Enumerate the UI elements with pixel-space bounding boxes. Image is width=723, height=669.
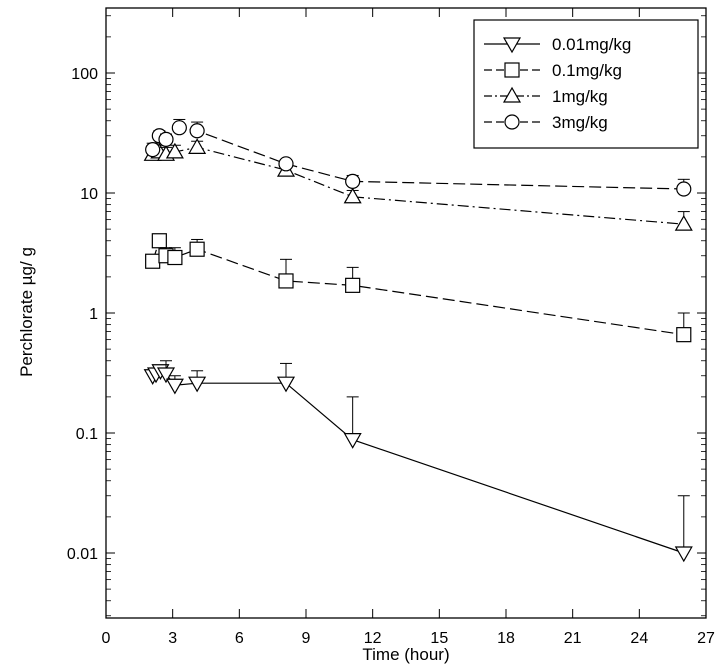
y-tick-label: 10 bbox=[80, 186, 98, 203]
series-triangle-down bbox=[143, 360, 693, 563]
legend-label: 0.01mg/kg bbox=[552, 35, 631, 54]
data-point bbox=[188, 376, 207, 393]
series-triangle-up bbox=[143, 138, 693, 231]
x-tick-label: 12 bbox=[364, 630, 382, 647]
data-point bbox=[189, 123, 205, 139]
data-point bbox=[278, 273, 294, 289]
data-point bbox=[189, 241, 205, 257]
x-tick-label: 27 bbox=[697, 630, 715, 647]
data-point bbox=[171, 120, 187, 136]
data-point bbox=[345, 277, 361, 293]
data-point bbox=[676, 327, 692, 343]
x-tick-label: 0 bbox=[102, 630, 111, 647]
data-point bbox=[343, 187, 362, 204]
data-point bbox=[145, 141, 161, 158]
data-point bbox=[343, 433, 362, 449]
legend-marker-triangle-down bbox=[502, 37, 522, 54]
data-point bbox=[165, 142, 184, 159]
x-tick-label: 18 bbox=[497, 630, 515, 647]
legend-marker-circle bbox=[504, 114, 520, 130]
data-point bbox=[145, 253, 161, 269]
data-point bbox=[167, 249, 183, 266]
x-tick-label: 21 bbox=[564, 630, 582, 647]
series-line bbox=[152, 146, 684, 225]
data-point bbox=[158, 131, 174, 147]
data-point bbox=[165, 378, 184, 395]
legend-label: 3mg/kg bbox=[552, 113, 608, 132]
y-tick-label: 100 bbox=[71, 66, 98, 83]
series-circle bbox=[145, 118, 692, 197]
y-tick-label: 0.01 bbox=[67, 546, 98, 563]
x-axis-label: Time (hour) bbox=[362, 645, 449, 664]
legend-marker-square bbox=[504, 62, 520, 78]
y-tick-label: 1 bbox=[89, 306, 98, 323]
axes: 0 3 6 9 12 15 18 21 24 27 0.01 0.1 1 10 100 bbox=[67, 7, 715, 647]
data-point bbox=[345, 173, 361, 189]
y-axis-label: Perchlorate µg/ g bbox=[17, 247, 36, 377]
data-point bbox=[278, 156, 294, 172]
series-line bbox=[152, 127, 684, 190]
legend-label: 1mg/kg bbox=[552, 87, 608, 106]
series-line bbox=[152, 370, 684, 554]
x-tick-label: 9 bbox=[302, 630, 311, 647]
plot-series bbox=[143, 118, 693, 563]
data-point bbox=[188, 138, 207, 154]
y-tick-label: 0.1 bbox=[76, 426, 98, 443]
legend-marker-triangle-up bbox=[502, 86, 522, 103]
legend-label: 0.1mg/kg bbox=[552, 61, 622, 80]
data-point bbox=[156, 367, 176, 384]
data-point bbox=[674, 546, 693, 563]
x-tick-label: 3 bbox=[168, 630, 177, 647]
x-tick-label: 24 bbox=[630, 630, 648, 647]
x-tick-label: 6 bbox=[235, 630, 244, 647]
series-line bbox=[152, 239, 684, 336]
data-point bbox=[674, 214, 693, 231]
x-tick-label: 15 bbox=[430, 630, 448, 647]
data-point bbox=[676, 181, 692, 197]
data-point bbox=[276, 376, 296, 393]
legend: 0.01mg/kg 0.1mg/kg 1mg/kg 3mg/kg bbox=[473, 19, 699, 149]
series-square bbox=[145, 233, 692, 343]
data-point bbox=[151, 233, 167, 249]
